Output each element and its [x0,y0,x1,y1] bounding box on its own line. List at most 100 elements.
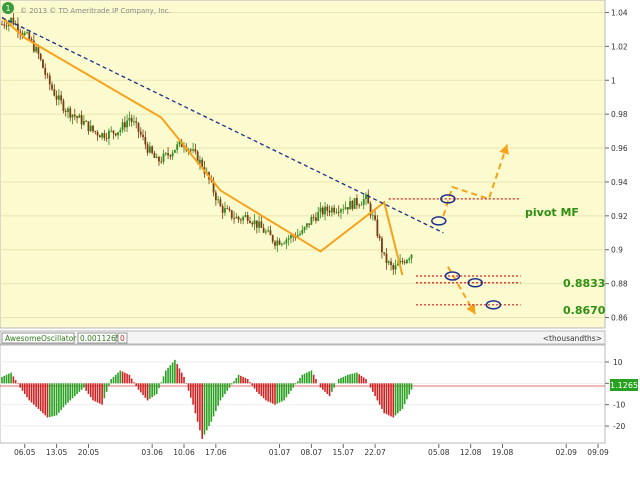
price-candle-body [296,234,299,238]
price-candle-body [221,206,224,213]
price-y-tick-label: 0.88 [611,280,628,289]
price-candle-body [290,235,292,239]
price-candle-body [117,132,119,136]
price-candle-body [35,47,38,52]
price-candle-body [346,207,349,210]
time-axis-label: 19.08 [492,448,514,457]
price-candle-body [328,210,331,213]
price-candle-body [358,205,361,206]
price-candle-body [44,68,47,75]
price-candle-body [253,220,256,225]
time-axis-label: 05.08 [428,448,450,457]
price-candle-body [42,59,44,69]
price-candle-body [199,159,201,164]
price-candle-body [64,110,67,112]
oscillator-value: 0.0011265 [80,334,121,343]
price-candle-body [128,117,131,121]
price-candle-body [267,230,270,232]
price-candle-body [335,211,338,213]
marker-ellipse [431,216,447,226]
price-candle-body [244,215,247,217]
price-candle-body [262,227,265,233]
price-candle-body [53,89,56,96]
time-axis-label: 17.06 [205,448,227,457]
price-grid [0,11,605,319]
price-candle-body [194,149,197,152]
price-candle-body [233,218,235,219]
price-candle-body [133,121,135,123]
price-candle-body [319,207,322,213]
price-candle-body [60,95,63,101]
price-candle-body [349,201,351,210]
price-candle-body [271,235,274,242]
price-candle-body [10,17,12,22]
price-overlays [1,16,509,315]
price-candle-body [108,130,110,139]
level2-label: 0.8670 [563,304,606,317]
price-candle-body [17,23,19,32]
price-panel [0,0,606,329]
overlay-orange-zigzag [1,16,404,276]
price-candle-body [176,144,179,150]
time-axis-label: 06.05 [14,448,36,457]
oscillator-param-box [117,332,128,344]
price-candle-body [69,108,72,118]
price-candle-body [142,134,144,138]
price-y-tick-label: 0.96 [611,144,628,153]
oscillator-param: 0 [120,334,125,343]
price-candle-body [408,258,411,260]
time-axis-label: 01.07 [269,448,291,457]
price-candle-body [385,253,388,264]
overlay-orange-dashed-projection-down [447,266,477,315]
price-candle-body [285,239,288,244]
price-candle-body [340,209,342,213]
oscillator-panel [0,344,606,444]
projection-arrowhead [499,144,509,155]
price-candle-body [105,138,108,139]
price-candle-body [101,133,103,138]
price-candle-body [330,207,333,213]
price-candle-body [287,238,290,240]
price-candle-body [224,208,226,213]
time-axis-label: 03.06 [141,448,163,457]
price-candle-body [246,215,249,221]
price-candle-body [94,131,97,133]
price-candle-body [299,233,301,235]
price-candle-body [30,39,33,41]
price-candle-body [28,32,31,40]
price-candle-body [55,95,58,100]
price-candle-body [390,261,392,266]
price-candle-body [110,130,113,132]
price-candle-body [303,227,306,230]
price-candle-body [160,161,163,163]
price-candle-body [148,146,151,153]
oscillator-units: <thousandths> [543,334,602,343]
oscillator-y-tick-label: -20 [613,422,625,431]
price-candle-body [394,265,397,270]
price-y-tick-label: 0.92 [611,212,628,221]
price-candle-body [214,192,217,201]
price-candle-body [98,135,101,138]
price-candle-body [23,32,26,36]
price-candle-body [32,40,35,52]
price-candle-body [39,53,42,60]
price-candle-body [403,261,406,264]
price-candle-body [87,121,90,132]
time-axis-label: 20.05 [78,448,100,457]
price-candle-body [255,220,258,228]
price-candle-body [374,215,376,220]
price-candle-body [367,194,370,204]
price-candle-body [158,156,160,162]
oscillator-name: AwesomeOscillator [5,334,77,343]
price-candle-body [235,216,238,219]
price-candle-body [167,153,169,156]
info-badge-icon[interactable] [2,2,14,14]
overlay-orange-dashed-projection-up [442,144,508,217]
price-candle-body [406,259,408,264]
price-candle-body [242,216,245,221]
price-candle-body [3,24,6,26]
price-candle-body [144,137,147,145]
price-candle-body [164,153,167,154]
oscillator-name-box[interactable] [1,332,75,344]
price-candle-body [78,115,81,118]
